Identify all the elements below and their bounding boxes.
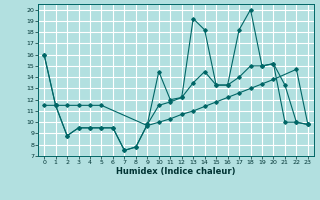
X-axis label: Humidex (Indice chaleur): Humidex (Indice chaleur) xyxy=(116,167,236,176)
